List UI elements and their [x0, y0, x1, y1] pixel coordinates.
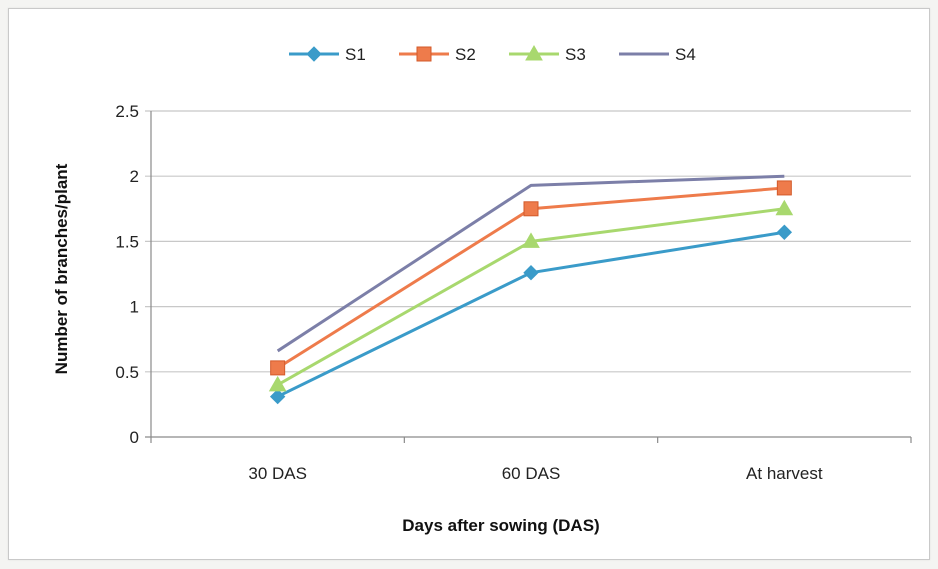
legend-marker-s2 — [416, 46, 432, 62]
line-chart: 0 0.5 1 1.5 2 2.5 30 DAS 60 DAS At harvest Days a… — [52, 44, 912, 535]
y-tick-label: 2 — [130, 167, 139, 186]
x-tick-label: 30 DAS — [248, 464, 307, 483]
data-point-s2 — [776, 180, 792, 196]
legend-label-s2: S2 — [455, 45, 476, 64]
y-tick-label: 2.5 — [115, 102, 139, 121]
data-point-s1 — [269, 388, 286, 405]
y-tick-label: 0.5 — [115, 363, 139, 382]
y-tick-label: 1.5 — [115, 232, 139, 251]
data-point-s3 — [775, 199, 794, 216]
data-point-s1 — [523, 264, 539, 281]
y-axis-title: Number of branches/plant — [52, 163, 71, 374]
x-axis-title: Days after sowing (DAS) — [402, 516, 599, 535]
data-point-s2 — [523, 201, 539, 217]
legend-label-s1: S1 — [345, 45, 366, 64]
y-tick-label: 0 — [130, 428, 139, 447]
x-tick-label: 60 DAS — [502, 464, 561, 483]
legend-label-s4: S4 — [675, 45, 696, 64]
legend-marker-s3 — [525, 44, 543, 61]
data-point-s1 — [776, 224, 793, 240]
x-tick-label: At harvest — [746, 464, 823, 483]
y-tick-label: 1 — [130, 298, 139, 317]
legend-marker-s1 — [306, 46, 322, 62]
legend-label-s3: S3 — [565, 45, 586, 64]
data-point-s3 — [522, 232, 540, 248]
data-point-s3 — [268, 375, 287, 392]
series-line-s4 — [276, 174, 785, 353]
data-point-s2 — [270, 360, 286, 376]
chart-frame: 0 0.5 1 1.5 2 2.5 30 DAS 60 DAS At harvest Days a… — [8, 8, 930, 560]
